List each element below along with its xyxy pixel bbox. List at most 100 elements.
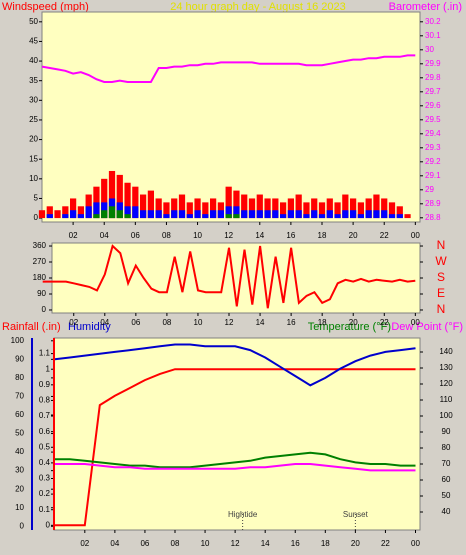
x-tick-label: 22: [381, 539, 390, 548]
y-tick-label: 30: [15, 466, 24, 475]
wind-bar: [233, 206, 240, 219]
wind-bar: [70, 210, 77, 219]
x-tick-label: 14: [261, 539, 270, 548]
wind-bar: [132, 186, 139, 219]
wind-bar: [93, 202, 100, 219]
y2-tick-label: 29: [425, 185, 434, 194]
wind-bar: [70, 198, 77, 219]
wind-bar: [342, 194, 349, 219]
wind-bar: [225, 206, 232, 219]
wind-bar: [140, 194, 147, 219]
y2-tick-label: 130: [439, 363, 453, 372]
y2-tick-label: 29.1: [425, 171, 441, 180]
wind-bar: [147, 210, 154, 219]
wind-bar: [178, 210, 186, 219]
wind-bar: [171, 210, 178, 219]
wind-bar: [248, 210, 256, 219]
y-tick-label: 10: [29, 174, 38, 183]
x-tick-label: 20: [349, 318, 358, 327]
y3-tick-label: 0: [46, 520, 51, 529]
wind-bar: [396, 214, 403, 219]
wind-bar: [77, 214, 84, 219]
wind-bar: [272, 198, 279, 219]
barometer-title: Barometer (.in): [389, 1, 462, 13]
wind-bar: [116, 174, 123, 219]
y2-tick-label: 29.4: [425, 129, 441, 138]
wind-bar: [326, 210, 333, 219]
y-tick-label: 60: [15, 410, 24, 419]
wind-bar: [38, 210, 46, 219]
x-tick-label: 10: [201, 539, 210, 548]
wind-bar: [124, 206, 131, 219]
wind-bar: [350, 198, 357, 219]
wind-bar: [357, 202, 364, 219]
wind-bar: [46, 206, 53, 219]
y-tick-label: 100: [11, 336, 25, 345]
series-line: [54, 451, 416, 469]
wind-bar: [132, 206, 139, 219]
wind-bar: [108, 206, 116, 219]
wind-bar: [241, 194, 248, 219]
wind-bar: [295, 194, 302, 219]
wind-bar: [233, 190, 240, 219]
wind-bar: [311, 210, 318, 219]
y3-tick-label: 0.9: [39, 380, 51, 389]
y2-tick-label: 29.3: [425, 143, 441, 152]
y2-tick-label: 100: [439, 411, 453, 420]
wind-bar: [381, 198, 388, 219]
series-line: [42, 244, 416, 309]
wind-bar: [365, 210, 372, 219]
y-tick-label: 10: [15, 503, 24, 512]
x-tick-label: 12: [225, 318, 234, 327]
x-tick-label: 20: [349, 231, 358, 240]
wind-bar: [318, 214, 326, 219]
y-tick-label: 50: [15, 429, 24, 438]
wind-bar: [287, 198, 294, 219]
wind-bar: [163, 214, 170, 219]
x-tick-label: 08: [171, 539, 180, 548]
wind-bar: [101, 178, 108, 219]
wind-bar: [373, 210, 380, 219]
wind-bar: [210, 198, 217, 219]
wind-bar: [381, 210, 388, 219]
y-tick-label: 270: [33, 257, 47, 266]
x-tick-label: 08: [162, 318, 171, 327]
y3-tick-label: 0.6: [39, 427, 51, 436]
wind-bar: [108, 170, 116, 219]
y2-tick-label: E: [437, 286, 445, 300]
temperature-title: Temperature (°F): [308, 321, 391, 333]
y-tick-label: 50: [29, 17, 38, 26]
wind-bar: [365, 198, 372, 219]
x-tick-label: 02: [69, 318, 78, 327]
x-tick-label: 06: [131, 231, 140, 240]
y2-tick-label: 28.8: [425, 213, 441, 222]
wind-bar: [147, 190, 154, 219]
plot-area: [53, 337, 421, 531]
wind-bar: [248, 198, 256, 219]
x-tick-label: 04: [100, 318, 109, 327]
wind-bar: [210, 210, 217, 219]
y3-tick-label: 0.7: [39, 411, 51, 420]
x-tick-label: 18: [321, 539, 330, 548]
wind-bar: [326, 198, 333, 219]
wind-bar: [404, 214, 411, 219]
y-tick-label: 360: [33, 241, 47, 250]
y2-tick-label: 30.1: [425, 31, 441, 40]
y-tick-label: 40: [15, 447, 24, 456]
y3-tick-label: 1: [46, 364, 51, 373]
wind-bar: [186, 202, 193, 219]
y3-tick-label: 0.3: [39, 474, 51, 483]
wind-bar: [373, 194, 380, 219]
y-tick-label: 45: [29, 37, 38, 46]
y2-tick-label: 60: [442, 475, 451, 484]
wind-bar: [116, 210, 123, 219]
x-tick-label: 18: [318, 231, 327, 240]
wind-bar: [225, 186, 232, 219]
wind-bar: [54, 210, 61, 219]
wind-bar: [264, 198, 271, 219]
y-tick-label: 15: [29, 154, 38, 163]
wind-bar: [280, 202, 287, 219]
wind-bar: [124, 214, 131, 219]
y2-tick-label: 29.5: [425, 115, 441, 124]
wind-bar: [241, 210, 248, 219]
